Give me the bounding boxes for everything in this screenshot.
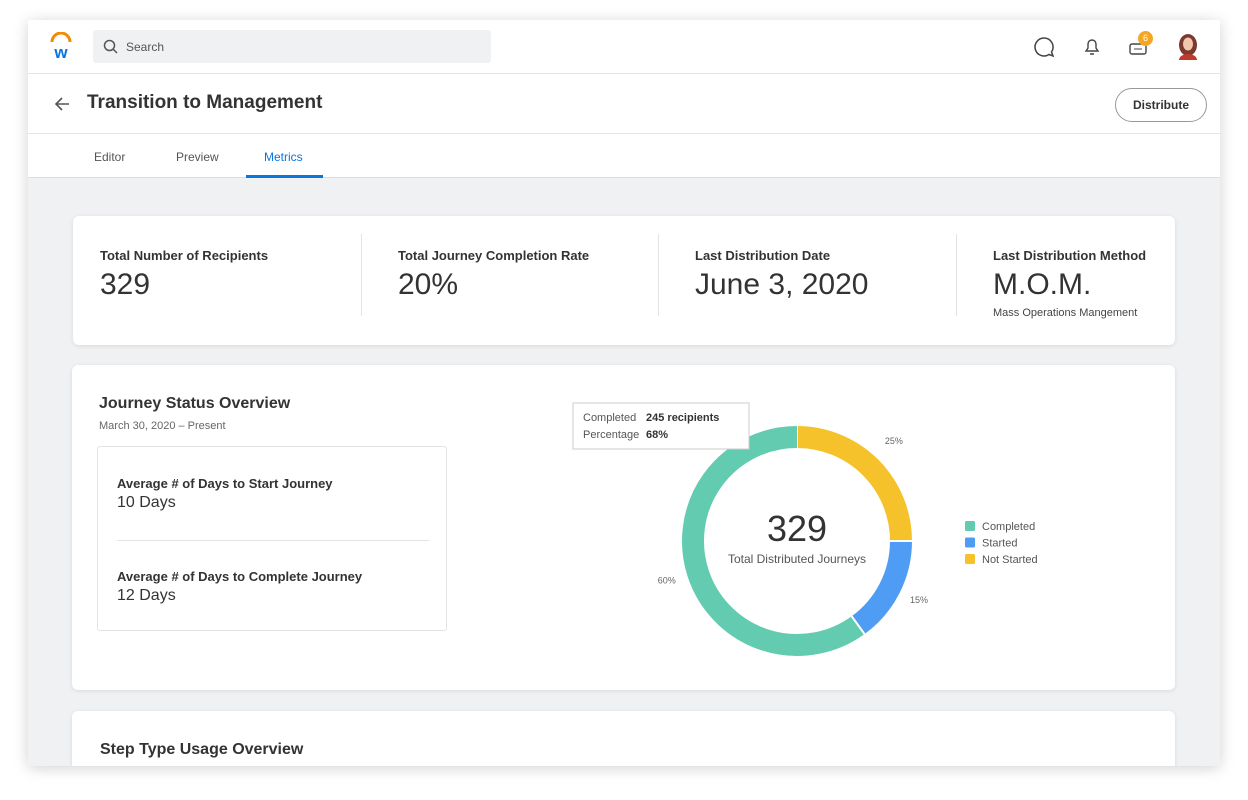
divider bbox=[117, 540, 429, 541]
separator bbox=[658, 234, 659, 316]
svg-text:w: w bbox=[53, 43, 68, 62]
metric-label: Total Journey Completion Rate bbox=[398, 248, 590, 263]
section-subtitle: March 30, 2020 – Present bbox=[99, 420, 226, 432]
step-card: Step Type Usage Overview bbox=[72, 711, 1175, 766]
average-value: 12 Days bbox=[117, 587, 176, 604]
bell-icon[interactable] bbox=[1083, 37, 1101, 57]
metrics-card: Total Number of Recipients 329 Total Journ… bbox=[73, 216, 1175, 345]
inbox-icon[interactable] bbox=[1128, 36, 1150, 58]
separator bbox=[361, 234, 362, 316]
search-box[interactable]: Search bbox=[93, 30, 491, 63]
metric-value: 20% bbox=[398, 268, 459, 301]
distribute-button[interactable]: Distribute bbox=[1115, 88, 1207, 122]
tab-active[interactable]: Metrics bbox=[264, 150, 303, 164]
search-placeholder: Search bbox=[126, 40, 165, 54]
avatar[interactable] bbox=[1176, 32, 1200, 60]
section-title: Journey Status Overview bbox=[99, 395, 291, 412]
title-bar: Transition to Management Distribute bbox=[28, 74, 1220, 134]
search-icon bbox=[103, 39, 118, 54]
journey-card: Journey Status Overview March 30, 2020 –… bbox=[72, 365, 1175, 690]
metric-value: 329 bbox=[100, 268, 151, 301]
back-arrow[interactable] bbox=[54, 95, 72, 113]
average-value: 10 Days bbox=[117, 494, 176, 511]
separator bbox=[956, 234, 957, 316]
tab-bar: Editor Preview Metrics bbox=[28, 134, 1220, 178]
section-title: Step Type Usage Overview bbox=[100, 741, 304, 758]
metric-value: June 3, 2020 bbox=[695, 268, 869, 301]
metric-label: Last Distribution Date bbox=[695, 248, 831, 263]
app-window: w Search 6 Transition to Management Dist… bbox=[28, 20, 1220, 766]
chat-icon[interactable] bbox=[1033, 36, 1055, 58]
metric-value: M.O.M. bbox=[993, 268, 1092, 301]
page-title: Transition to Management bbox=[87, 92, 323, 113]
notification-badge: 6 bbox=[1138, 31, 1153, 46]
tab-indicator bbox=[246, 175, 323, 178]
logo[interactable]: w bbox=[48, 32, 74, 62]
average-label: Average # of Days to Complete Journey bbox=[117, 569, 363, 584]
tab[interactable]: Editor bbox=[94, 150, 126, 164]
averages-box: Average # of Days to Start Journey 10 Da… bbox=[97, 446, 447, 631]
metric-label: Last Distribution Method bbox=[993, 248, 1147, 263]
metric-note: Mass Operations Mangement bbox=[993, 307, 1138, 319]
top-bar: w Search 6 bbox=[28, 20, 1220, 74]
average-label: Average # of Days to Start Journey bbox=[117, 476, 333, 491]
metric-label: Total Number of Recipients bbox=[100, 248, 269, 263]
tab[interactable]: Preview bbox=[176, 150, 219, 164]
